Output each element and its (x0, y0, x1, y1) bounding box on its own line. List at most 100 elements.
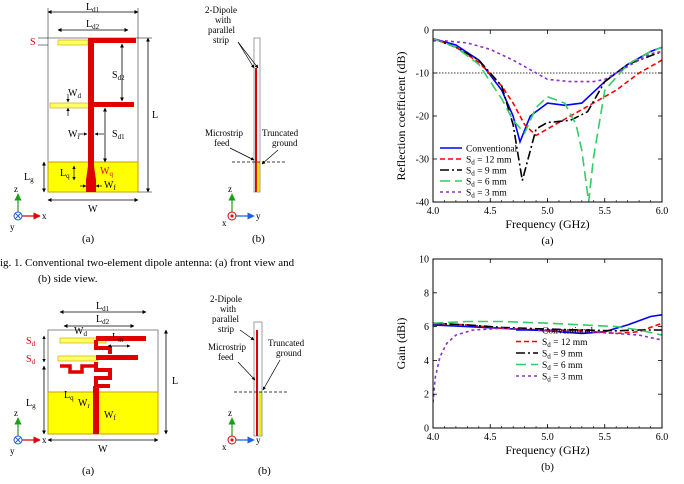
dipole-low-left-yellow (49, 102, 91, 109)
fig2-label-lq: Lq (64, 390, 74, 402)
dipole-low-right (90, 102, 134, 107)
svg-text:y: y (256, 211, 261, 221)
y-tick-label: -20 (416, 112, 429, 123)
coord-axes-fig1b: z y x (222, 184, 261, 228)
side-label-dipole-1: 2-Dipole (205, 5, 237, 15)
label-wq: Wq (100, 166, 113, 178)
fig2-label-sd-b: Sd (26, 354, 36, 366)
legend-label: Sd = 3 mm (542, 373, 583, 384)
chart-gain: 4.0 4.5 5.0 5.5 6.0 0 2 4 6 8 10 Frequency (GHz) Gai… (394, 255, 668, 474)
y-tick-label: 4 (424, 356, 429, 367)
side-strip-red (255, 68, 257, 192)
series-line-0 (433, 314, 662, 335)
label-ld1: Ld1 (86, 2, 100, 14)
svg-text:y: y (256, 435, 261, 445)
fig2-side-label-dipole-2: with (220, 304, 237, 314)
fig2-label-wd: Wd (74, 326, 87, 338)
svg-text:z: z (228, 408, 232, 418)
parallel-strip (88, 38, 94, 190)
feed-block (86, 180, 96, 192)
x-tick-label: 4.5 (484, 432, 497, 443)
x-tick-label: 6.0 (656, 432, 669, 443)
fig2-side-strip-yellow (258, 391, 262, 437)
legend-label: Sd = 6 mm (466, 178, 507, 189)
panel-label: (b) (541, 461, 554, 473)
side-label-ground-1: Truncated (262, 128, 299, 138)
series-line-3 (433, 320, 662, 336)
y-tick-label: -30 (416, 155, 429, 166)
y-axis-label: Reflection coefficient (dB) (394, 51, 408, 180)
label-wr: Wr (68, 129, 80, 141)
fig2-label-lm: Lm (112, 332, 124, 344)
fig2-side-label-dipole-4: strip (218, 324, 235, 334)
fig2-label-l: L (172, 376, 178, 387)
svg-text:x: x (222, 442, 227, 452)
label-sd1: Sd1 (112, 129, 125, 141)
label-lg: Lg (24, 172, 34, 184)
fig2-meander-line (94, 340, 112, 388)
svg-text:x: x (42, 435, 47, 445)
fig2-side-dipole-arrow (239, 329, 255, 341)
label-s: S (30, 37, 36, 48)
side-feed-arrow (229, 147, 255, 161)
x-tick-label: 5.0 (541, 432, 554, 443)
fig1-front-view: Ld1 Ld2 S Sd2 Wd Wr Sd1 L Lg Lq Wq Wf W (10, 2, 158, 245)
coord-axes-fig2b: z y x (222, 408, 261, 452)
coord-axes-fig1a: z x y (10, 184, 47, 232)
side-label-feed-2: feed (214, 138, 230, 148)
x-tick-label: 5.5 (599, 432, 612, 443)
x-tick-label: 4.0 (427, 432, 440, 443)
svg-text:z: z (14, 184, 18, 194)
y-tick-label: 10 (419, 255, 429, 266)
x-tick-label: 5.5 (599, 206, 612, 217)
svg-text:x: x (222, 218, 227, 228)
series-line-4 (433, 327, 662, 403)
y-tick-label: -10 (416, 69, 429, 80)
y-axis-label: Gain (dBi) (394, 318, 408, 370)
fig2-side-ground-arrow (262, 359, 281, 391)
legend-label: Sd = 6 mm (542, 361, 583, 372)
y-tick-label: 8 (424, 288, 429, 299)
label-wf: Wf (104, 180, 116, 192)
dipole-top-left-yellow (57, 39, 89, 46)
legend-label: Sd = 9 mm (542, 350, 583, 361)
fig2-dipole-low-right (96, 355, 138, 360)
svg-text:y: y (10, 222, 15, 232)
side-label-dipole-3: parallel (208, 25, 235, 35)
label-w: W (88, 204, 98, 215)
series-line-4 (433, 39, 662, 83)
fig2-label-wf: Wf (104, 410, 116, 422)
fig2-feed-line (93, 386, 99, 434)
fig1-side-view: 2-Dipole with parallel strip Microstrip … (205, 5, 299, 245)
x-axis-label: Frequency (GHz) (505, 217, 589, 231)
series-line-3 (433, 37, 662, 202)
fig2-label-wr: Wr (78, 398, 90, 410)
x-axis-label: Frequency (GHz) (505, 443, 589, 457)
legend-label: Sd = 12 mm (466, 156, 512, 167)
x-tick-label: 6.0 (656, 206, 669, 217)
panel-label: (a) (541, 235, 554, 247)
y-tick-label: 2 (424, 390, 429, 401)
label-lq: Lq (60, 168, 70, 180)
fig1-caption-line1: ig. 1. Conventional two-element dipole a… (0, 257, 295, 269)
coord-axes-fig2a: z x y (10, 408, 47, 456)
fig2-side-label-ground-2: ground (276, 348, 302, 358)
label-ld2: Ld2 (86, 19, 100, 31)
fig2-side-label-ground-1: Truncated (268, 338, 305, 348)
fig2-meander-2 (60, 364, 94, 374)
y-tick-label: 6 (424, 322, 429, 333)
fig2a-label: (a) (82, 465, 95, 477)
side-strip-yellow (256, 161, 260, 193)
fig2-label-lg: Lg (26, 398, 36, 410)
fig2-side-label-feed-2: feed (218, 352, 234, 362)
side-label-dipole-4: strip (213, 35, 230, 45)
svg-text:x: x (42, 211, 47, 221)
quarter-wave-taper (86, 166, 96, 180)
fig2b-label: (b) (258, 465, 271, 477)
label-l: L (152, 110, 158, 121)
y-tick-label: -40 (416, 198, 429, 209)
fig2-side-label-feed-1: Microstrip (208, 342, 246, 352)
legend-label: Conventional (466, 145, 518, 155)
fig2-side-label-dipole-3: parallel (212, 314, 239, 324)
fig2-ground (47, 391, 159, 435)
